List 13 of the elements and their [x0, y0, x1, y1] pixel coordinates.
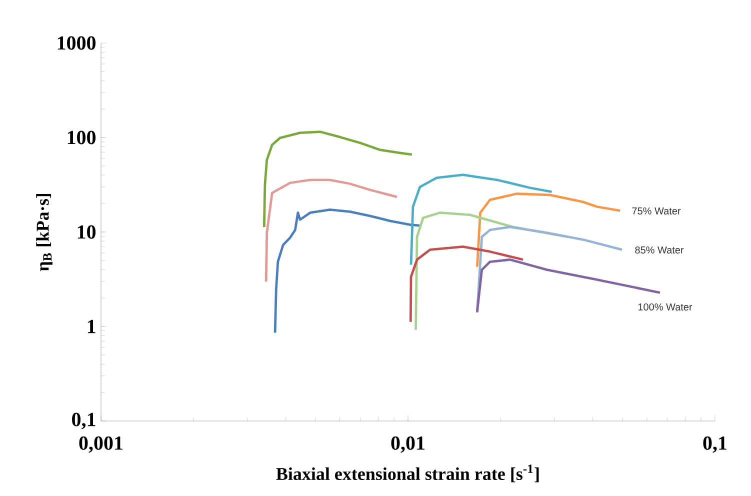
y-tick-label: 1	[88, 320, 96, 334]
annotation: 100% Water	[638, 303, 692, 311]
x-axis-title: Biaxial extensional strain rate [s$^{-1}$]	[276, 464, 539, 482]
y-tick-label: 1000	[58, 36, 96, 50]
x-tick-label: 0,001	[79, 436, 122, 453]
y-axis-title: η$_{B}$ [kPa·s]	[36, 194, 52, 272]
y-tick-label: 10	[78, 225, 96, 239]
x-tick-label: 0,1	[703, 436, 726, 453]
y-tick-label: 100	[68, 130, 96, 144]
x-tick-label: 0,01	[391, 436, 424, 453]
annotation: 85% Water	[635, 246, 684, 254]
y-tick-label: 0,1	[72, 412, 96, 430]
annotation: 75% Water	[632, 207, 681, 215]
